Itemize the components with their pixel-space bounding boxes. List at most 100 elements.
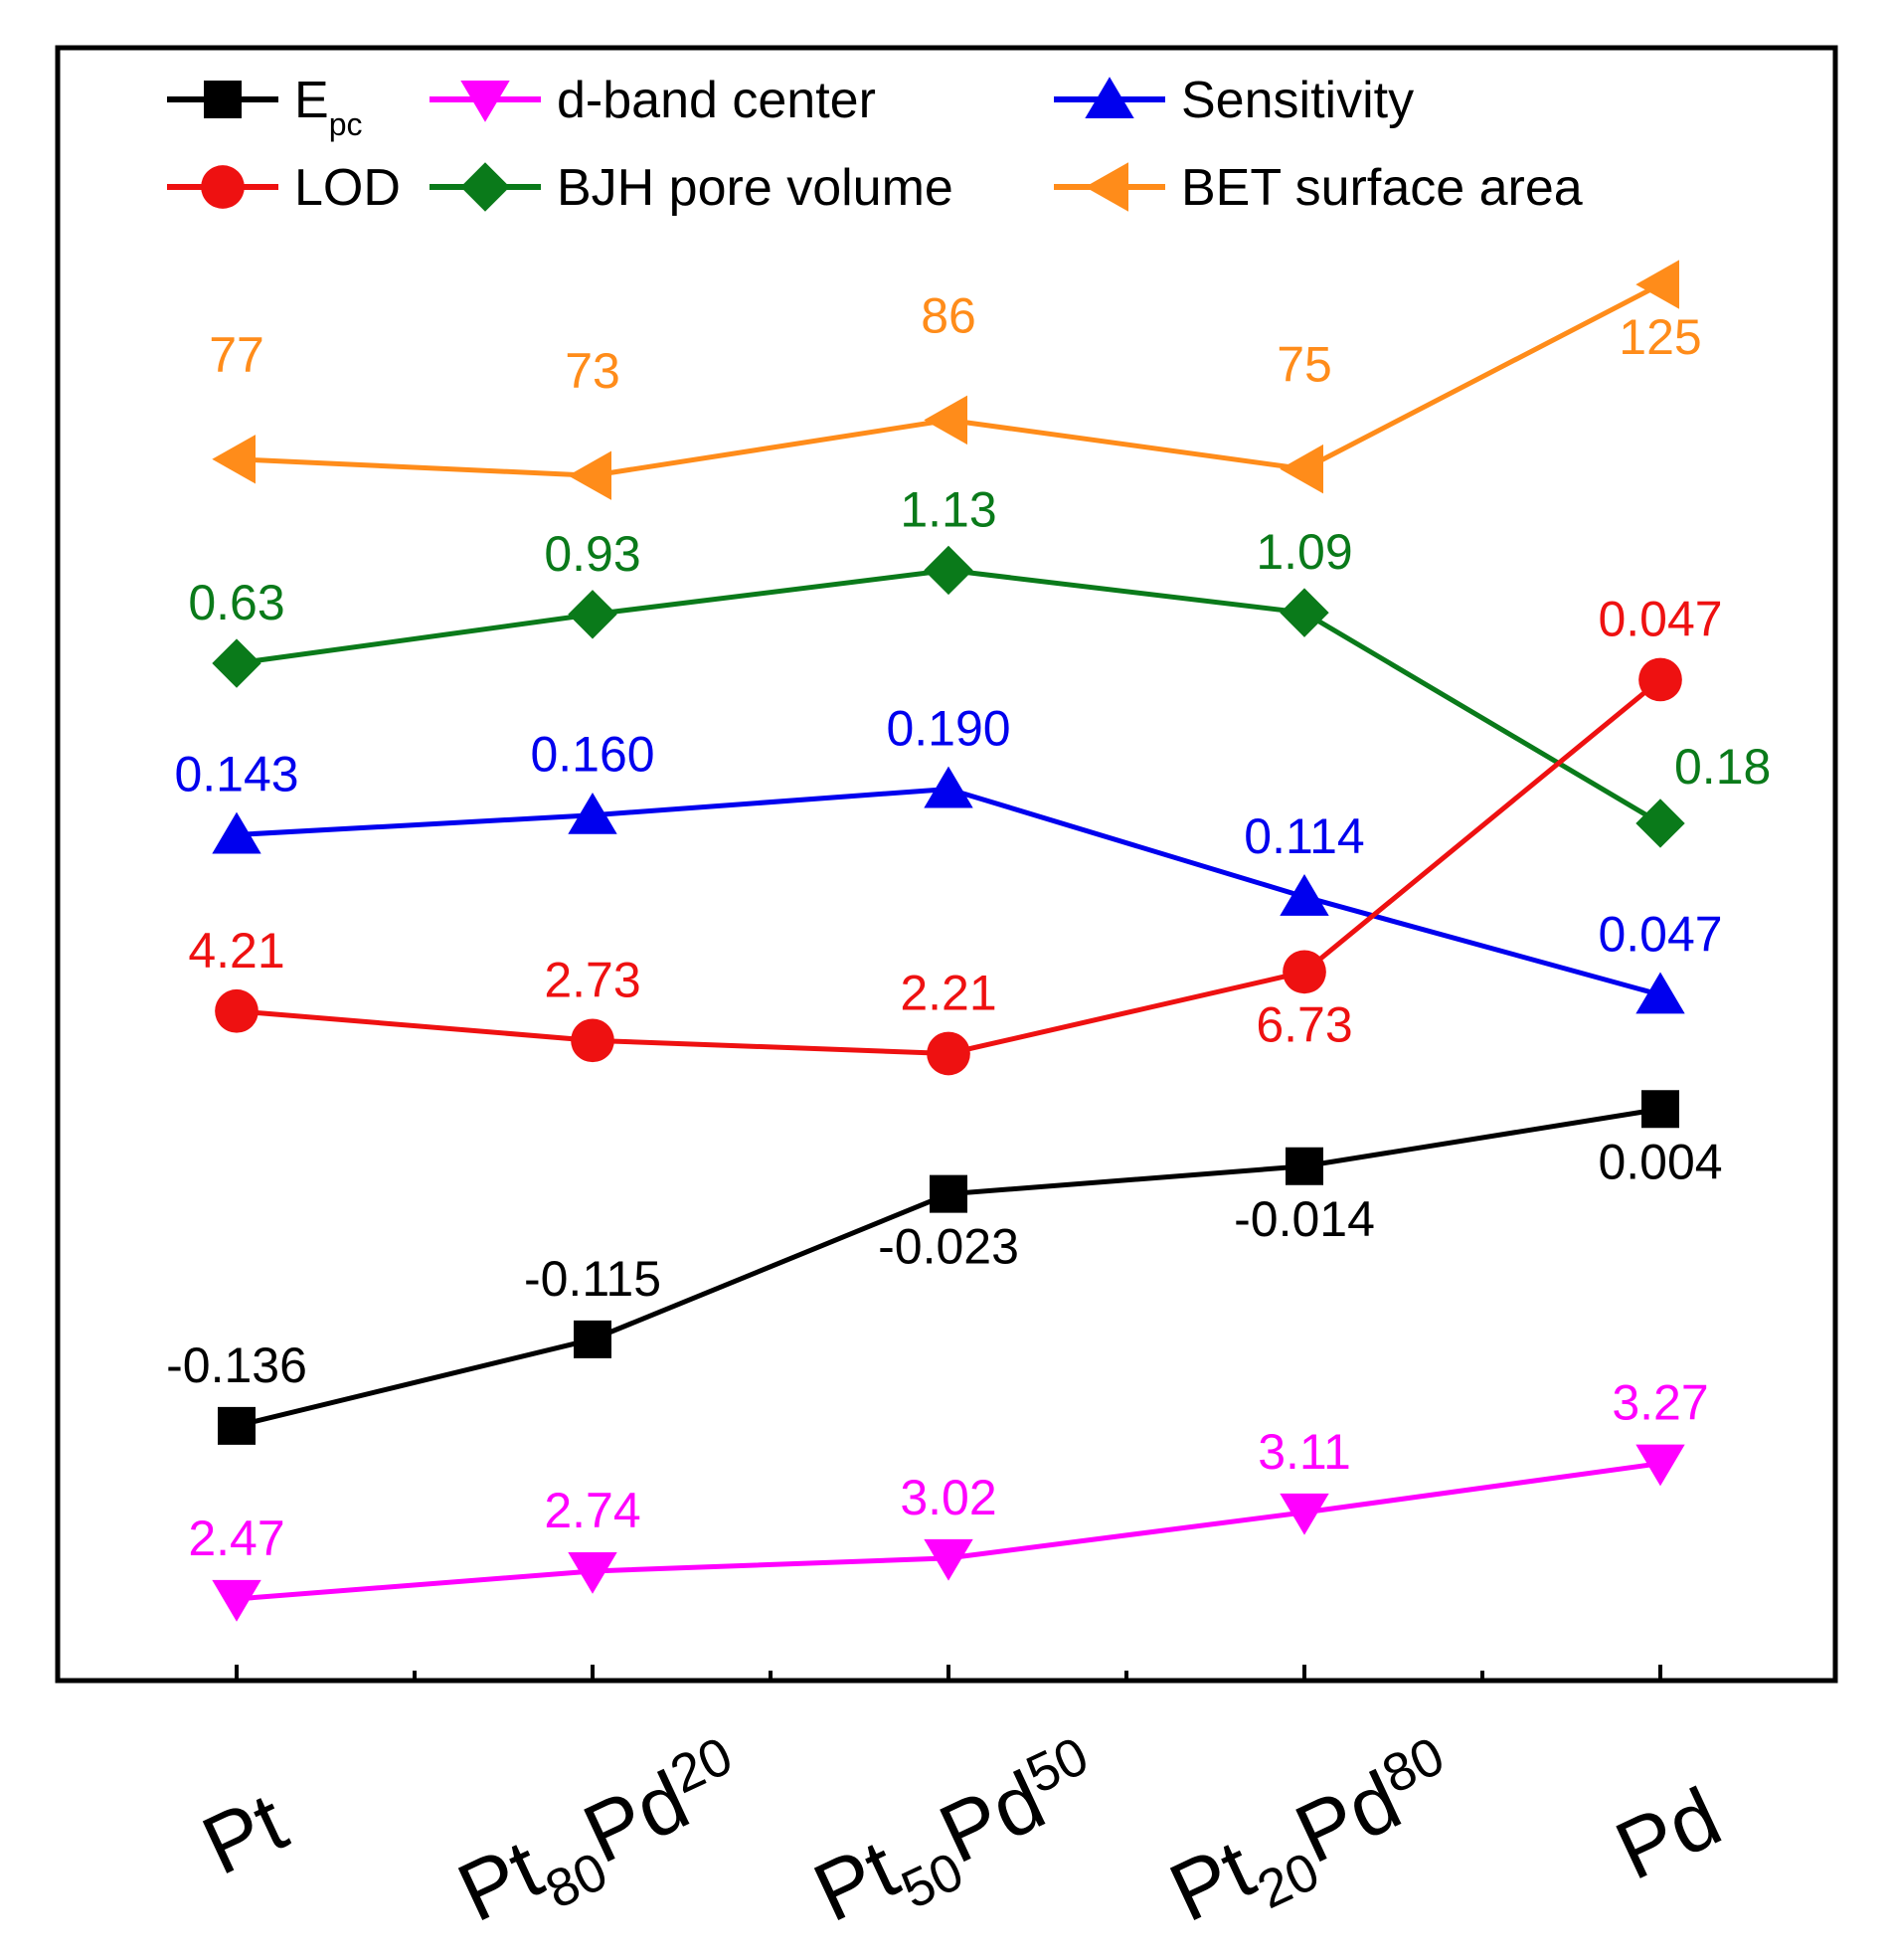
data-point [212, 1579, 261, 1622]
x-tick-label: Pt80Pd20 [443, 1725, 763, 1953]
data-label: -0.014 [1234, 1191, 1375, 1247]
data-point [927, 1031, 970, 1076]
x-tick-label: Pt20Pd80 [1155, 1725, 1474, 1953]
legend-label: LOD [294, 159, 401, 217]
legend-marker [1085, 162, 1128, 212]
data-label: 0.004 [1598, 1134, 1722, 1189]
data-label: 2.73 [544, 952, 640, 1007]
data-label: 125 [1619, 309, 1701, 365]
data-label: -0.115 [524, 1251, 661, 1307]
data-point [924, 545, 973, 596]
data-label: 86 [921, 287, 976, 343]
data-label: 0.114 [1244, 808, 1364, 864]
data-label: 3.27 [1612, 1375, 1708, 1431]
series-line [236, 786, 1661, 997]
data-label: 75 [1277, 337, 1332, 393]
data-label: 73 [565, 343, 620, 399]
legend-marker [1085, 77, 1134, 118]
data-point [212, 638, 261, 688]
data-point [574, 1320, 611, 1358]
data-point [1635, 972, 1685, 1014]
series-sensitivity: 0.143 0.160 0.190 0.114 0.047 [174, 700, 1723, 1014]
data-label: 0.047 [1598, 591, 1722, 646]
data-point [218, 1406, 256, 1445]
data-point [1286, 1147, 1323, 1185]
legend: Epc d-band center Sensitivity LOD BJH pore v… [167, 72, 1583, 217]
data-point [1635, 260, 1679, 309]
data-point [1280, 444, 1323, 494]
data-label: 77 [209, 327, 264, 383]
data-point [212, 811, 261, 854]
series-bjh-pore-volume: 0.63 0.93 1.13 1.09 0.18 [188, 481, 1771, 848]
series-e: -0.136 -0.115 -0.023 -0.014 0.004 [166, 1090, 1723, 1445]
data-label: 1.09 [1256, 524, 1352, 580]
x-tick-label: Pt [189, 1774, 300, 1892]
data-label: 2.47 [188, 1511, 284, 1566]
legend-label: Sensitivity [1181, 72, 1414, 129]
data-point [215, 988, 258, 1033]
data-point [924, 395, 967, 445]
data-point [1638, 657, 1682, 702]
legend-label-subscript: pc [329, 106, 363, 142]
x-tick-label-text: Pt80Pd20 [443, 1725, 763, 1953]
legend-label: d-band center [557, 72, 876, 129]
data-label: 0.63 [188, 575, 284, 630]
data-point [1280, 1493, 1329, 1535]
x-tick-label-text: Pt [189, 1774, 300, 1892]
data-label: 2.21 [900, 965, 996, 1020]
x-tick-label-text: Pt20Pd80 [1155, 1725, 1474, 1953]
series-d-band-center: 2.47 2.74 3.02 3.11 3.27 [188, 1375, 1709, 1622]
legend-marker [204, 81, 242, 118]
legend-label: BJH pore volume [557, 159, 953, 217]
data-label: -0.136 [166, 1337, 307, 1393]
legend-marker [201, 165, 245, 209]
legend-item: d-band center [430, 72, 876, 129]
data-point [568, 1551, 617, 1594]
legend-label: BET surface area [1181, 159, 1583, 217]
series-bet-surface-area: 77 73 86 75 125 [209, 260, 1702, 500]
legend-marker [460, 162, 510, 212]
data-point [924, 1538, 973, 1581]
data-label: 1.13 [900, 481, 996, 537]
data-label: -0.023 [878, 1219, 1019, 1275]
data-point [1635, 799, 1685, 848]
data-point [568, 792, 617, 834]
x-tick-label: Pt50Pd50 [799, 1725, 1118, 1953]
data-label: 6.73 [1256, 996, 1352, 1052]
series-lod: 4.21 2.73 2.21 6.73 0.047 [188, 591, 1723, 1076]
data-point [1283, 950, 1326, 994]
data-point [924, 766, 973, 808]
data-label: 0.190 [886, 700, 1010, 756]
data-point [571, 1018, 614, 1063]
data-label: 4.21 [188, 923, 284, 979]
legend-marker [460, 81, 510, 122]
data-label: 0.160 [530, 727, 654, 783]
legend-label: Epc [294, 72, 362, 142]
data-label: 0.143 [174, 746, 298, 802]
legend-item: BJH pore volume [430, 159, 953, 217]
data-point [1280, 588, 1329, 637]
data-point [1280, 874, 1329, 916]
data-point [568, 450, 611, 500]
data-point [1641, 1090, 1679, 1129]
legend-item: LOD [167, 159, 401, 217]
data-label: 3.11 [1258, 1424, 1351, 1480]
x-tick-label-text: Pd [1602, 1769, 1734, 1897]
data-point [1635, 1444, 1685, 1487]
legend-item: BET surface area [1054, 159, 1583, 217]
data-label: 0.93 [544, 526, 640, 582]
data-label: 0.047 [1598, 906, 1722, 962]
data-point [930, 1174, 967, 1213]
legend-item: Epc [167, 72, 362, 142]
x-tick-label: Pd [1602, 1769, 1734, 1897]
series-layer: 77 73 86 75 125 0.63 0.93 1.13 1.09 0.18 0.143 0.16… [166, 260, 1771, 1622]
data-label: 3.02 [900, 1470, 996, 1525]
data-label: 2.74 [544, 1483, 640, 1538]
data-point [568, 590, 617, 639]
data-point [212, 435, 256, 484]
legend-item: Sensitivity [1054, 72, 1414, 129]
x-tick-label-text: Pt50Pd50 [799, 1725, 1118, 1953]
data-label: 0.18 [1674, 739, 1771, 795]
